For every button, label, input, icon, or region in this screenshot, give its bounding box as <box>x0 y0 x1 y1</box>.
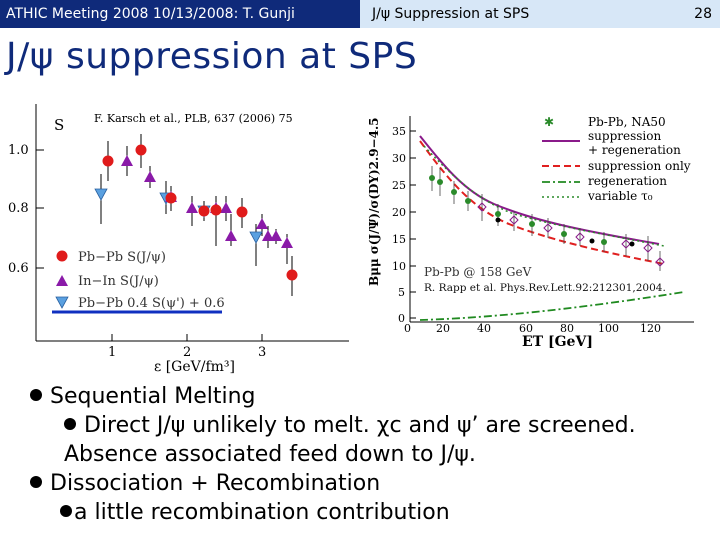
right-curve-suppression-only <box>419 140 665 265</box>
left-ylabel: S <box>54 116 64 134</box>
header-title: J/ψ Suppression at SPS <box>372 6 530 22</box>
right-legend-regen-cont: + regeneration <box>588 143 681 157</box>
right-xtick-40: 40 <box>477 322 491 335</box>
bullet-2a: a little recombination contribution <box>30 498 636 527</box>
right-legend-regen: regeneration <box>588 174 667 188</box>
right-system-label: Pb-Pb @ 158 GeV <box>424 265 532 279</box>
left-pbpb-points <box>102 144 298 281</box>
header-right: J/ψ Suppression at SPS 28 <box>360 0 720 28</box>
right-ytick-5: 5 <box>398 286 405 299</box>
left-xtick-3: 3 <box>258 345 266 360</box>
left-citation: F. Karsch et al., PLB, 637 (2006) 75 <box>94 112 293 125</box>
left-xtick-1: 1 <box>108 345 116 360</box>
left-legend-pbpb-marker <box>56 250 68 262</box>
header-left: ATHIC Meeting 2008 10/13/2008: T. Gunji <box>0 0 360 28</box>
bullet-2a-text: a little recombination contribution <box>74 500 450 525</box>
bullet-1a: Direct J/ψ unlikely to melt. χc and ψ’ a… <box>30 411 636 440</box>
right-xtick-100: 100 <box>598 322 619 335</box>
right-ytick-25: 25 <box>392 179 406 192</box>
page-number: 28 <box>694 6 712 22</box>
bullet-1b: Absence associated feed down to J/ψ. <box>30 440 636 469</box>
left-legend-psiprime-marker <box>55 296 69 309</box>
bullet-1-text: Sequential Melting <box>50 384 256 409</box>
slide-title: J/ψ suppression at SPS <box>6 36 418 77</box>
left-ytick-0.8: 0.8 <box>8 201 29 216</box>
right-ytick-35: 35 <box>392 125 406 138</box>
right-data-points <box>429 166 665 271</box>
bullet-1b-text: Absence associated feed down to J/ψ. <box>64 442 476 467</box>
right-legend-supp-only: suppression only <box>588 159 691 173</box>
right-figure: 0 5 10 15 20 25 30 35 Bμμ σ(J/Ψ)/σ(DY)2.… <box>364 96 698 352</box>
right-ytick-20: 20 <box>392 206 406 219</box>
right-xlabel: ET [GeV] <box>522 334 593 350</box>
right-ytick-30: 30 <box>392 152 406 165</box>
right-curve-variable-tau <box>423 145 665 247</box>
bullet-1: Sequential Melting <box>30 382 636 411</box>
bullet-dot-icon <box>64 418 76 430</box>
bullet-dot-icon <box>30 389 42 401</box>
bullet-dot-icon <box>30 476 42 488</box>
right-legend-data: Pb-Pb, NA50 <box>588 115 666 129</box>
bullet-1a-text: Direct J/ψ unlikely to melt. χc and ψ’ a… <box>84 413 636 438</box>
right-curve-suppression-regen <box>419 135 660 245</box>
right-xtick-120: 120 <box>640 322 661 335</box>
left-ytick-0.6: 0.6 <box>8 261 29 276</box>
left-legend-inin: In−In S(J/ψ) <box>78 274 159 289</box>
left-figure: 0.6 0.8 1.0 S 1 2 3 ε [GeV/fm³] F. Karsc… <box>4 96 354 376</box>
right-legend-data-marker: ✱ <box>544 115 554 129</box>
bullet-dot-icon <box>60 505 72 517</box>
left-legend-pbpb: Pb−Pb S(J/ψ) <box>78 250 166 265</box>
right-ylabel: Bμμ σ(J/Ψ)/σ(DY)2.9−4.5 <box>367 118 381 286</box>
right-legend-supp: suppression <box>588 129 661 143</box>
bullet-list: Sequential Melting Direct J/ψ unlikely t… <box>30 382 636 527</box>
right-xtick-60: 60 <box>519 322 533 335</box>
right-ytick-0: 0 <box>398 312 405 325</box>
left-xlabel: ε [GeV/fm³] <box>154 359 235 375</box>
left-xtick-2: 2 <box>183 345 191 360</box>
right-ytick-15: 15 <box>392 233 406 246</box>
left-legend-psiprime: Pb−Pb 0.4 S(ψ') + 0.6 <box>78 296 225 311</box>
right-xtick-0: 0 <box>404 322 411 335</box>
right-legend-tau: variable τ₀ <box>587 189 653 203</box>
right-ref-label: R. Rapp et al. Phys.Rev.Lett.92:212301,2… <box>424 282 666 294</box>
right-xtick-80: 80 <box>560 322 574 335</box>
left-ytick-1.0: 1.0 <box>8 143 29 158</box>
right-ytick-10: 10 <box>392 260 406 273</box>
left-legend-inin-marker <box>56 275 68 286</box>
bullet-2-text: Dissociation + Recombination <box>50 471 381 496</box>
bullet-2: Dissociation + Recombination <box>30 469 636 498</box>
right-xtick-20: 20 <box>436 322 450 335</box>
